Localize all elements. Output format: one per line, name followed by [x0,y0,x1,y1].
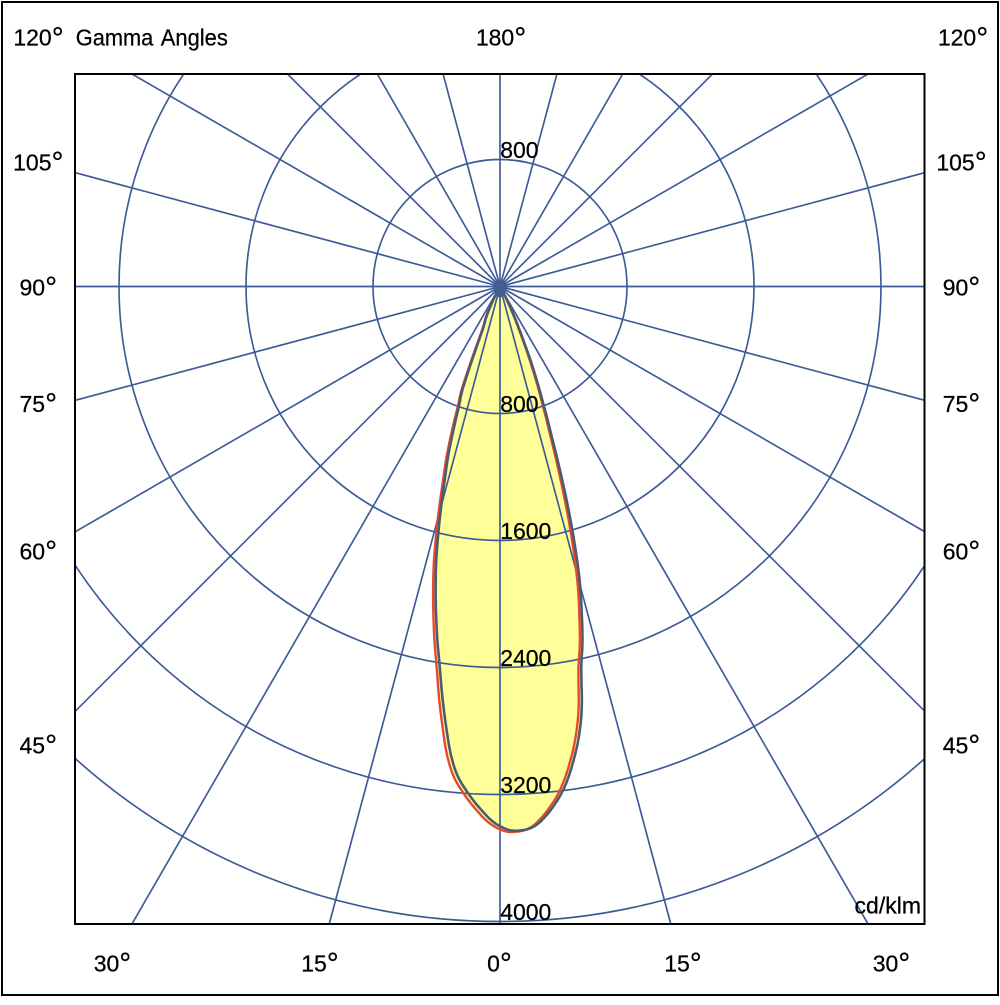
svg-text:1600: 1600 [500,518,551,544]
svg-text:3200: 3200 [500,772,551,798]
svg-text:15°: 15° [301,948,339,981]
svg-text:30°: 30° [94,948,132,981]
svg-text:cd/klm: cd/klm [855,892,921,918]
svg-text:105°: 105° [13,147,63,180]
svg-text:800: 800 [500,137,538,163]
svg-text:30°: 30° [873,948,911,981]
svg-text:Angles: Angles [161,25,228,51]
svg-text:800: 800 [500,391,538,417]
svg-text:Gamma: Gamma [76,25,154,51]
svg-text:105°: 105° [936,147,986,180]
svg-text:75°: 75° [943,388,981,421]
svg-text:45°: 45° [20,730,58,763]
svg-text:90°: 90° [20,272,58,305]
svg-text:60°: 60° [943,536,981,569]
svg-text:90°: 90° [943,272,981,305]
svg-text:2400: 2400 [500,645,551,671]
svg-text:180°: 180° [476,22,526,55]
svg-text:120°: 120° [938,22,988,55]
svg-text:120°: 120° [13,22,63,55]
svg-text:0°: 0° [487,948,512,981]
svg-text:60°: 60° [20,536,58,569]
svg-text:75°: 75° [20,388,58,421]
svg-text:15°: 15° [664,948,702,981]
svg-text:4000: 4000 [500,899,551,925]
svg-text:45°: 45° [943,730,981,763]
